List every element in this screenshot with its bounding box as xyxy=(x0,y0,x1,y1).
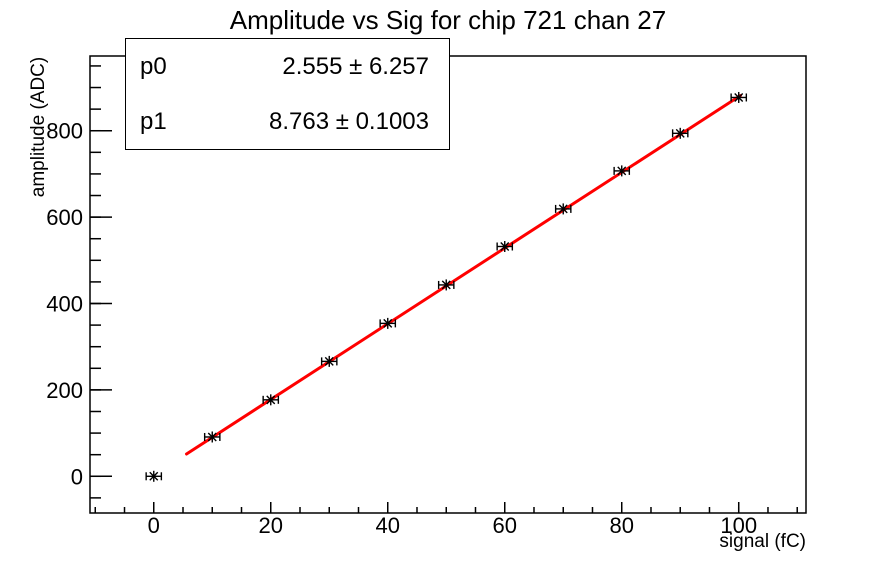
x-tick-label: 60 xyxy=(492,513,516,538)
x-tick-label: 0 xyxy=(148,513,160,538)
y-axis-title: amplitude (ADC) xyxy=(28,56,49,198)
axis-ticks xyxy=(90,65,798,513)
y-tick-label: 0 xyxy=(71,464,83,489)
fit-line xyxy=(185,94,742,456)
stats-param-name: p0 xyxy=(140,52,167,80)
y-tick-label: 800 xyxy=(46,119,83,144)
data-point xyxy=(437,279,455,291)
data-points xyxy=(145,91,748,482)
x-axis-title: signal (fC) xyxy=(719,531,806,552)
x-tick-label: 20 xyxy=(259,513,283,538)
axis-tick-labels: 0 20 40 60 80 100 0 200 400 600 800 xyxy=(46,119,757,538)
data-point xyxy=(320,355,338,367)
data-point xyxy=(203,431,221,443)
x-tick-label: 80 xyxy=(609,513,633,538)
y-tick-label: 200 xyxy=(46,378,83,403)
stats-row-p0: p0 2.555 ± 6.257 xyxy=(126,39,449,94)
data-point xyxy=(554,203,572,215)
stats-param-value: 8.763 ± 0.1003 xyxy=(269,107,429,135)
data-point xyxy=(671,127,689,139)
stats-param-name: p1 xyxy=(140,107,167,135)
y-tick-label: 600 xyxy=(46,205,83,230)
fit-stats-box: p0 2.555 ± 6.257 p1 8.763 ± 0.1003 xyxy=(125,38,450,150)
data-point xyxy=(379,317,397,329)
x-tick-label: 40 xyxy=(376,513,400,538)
y-tick-label: 400 xyxy=(46,292,83,317)
data-point xyxy=(496,240,514,252)
data-point xyxy=(145,470,163,482)
x-tick-label: 100 xyxy=(720,513,757,538)
stats-param-value: 2.555 ± 6.257 xyxy=(282,52,429,80)
chart-title: Amplitude vs Sig for chip 721 chan 27 xyxy=(229,5,667,35)
data-point xyxy=(730,91,748,103)
stats-row-p1: p1 8.763 ± 0.1003 xyxy=(126,94,449,149)
data-point xyxy=(613,165,631,177)
data-point xyxy=(262,394,280,406)
